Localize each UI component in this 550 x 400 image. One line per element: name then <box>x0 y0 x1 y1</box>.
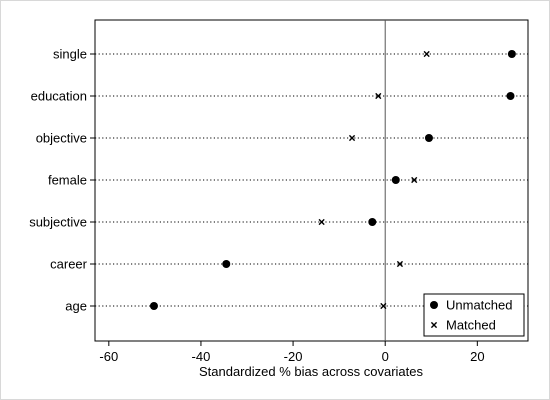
unmatched-point-objective <box>424 134 433 142</box>
matched-point-objective <box>348 134 356 142</box>
legend-marker-matched <box>430 321 438 329</box>
legend-label-unmatched: Unmatched <box>446 298 512 313</box>
unmatched-point-career <box>222 260 231 268</box>
legend-box <box>423 293 525 337</box>
category-label-education: education <box>31 89 87 104</box>
matched-point-subjective <box>318 218 325 226</box>
matched-point-age <box>380 302 387 310</box>
unmatched-point-education <box>506 92 515 100</box>
unmatched-point-female <box>391 176 400 184</box>
unmatched-point-single <box>507 50 516 58</box>
legend: Unmatched Matched <box>423 293 525 337</box>
x-axis-ticks: -60 -40 -20 0 20 <box>99 341 485 364</box>
category-label-career: career <box>50 257 88 272</box>
unmatched-point-age <box>149 302 158 310</box>
matched-point-education <box>375 92 382 100</box>
category-label-subjective: subjective <box>29 215 87 230</box>
guide-lines <box>95 53 528 307</box>
x-axis-label: Standardized % bias across covariates <box>199 364 424 379</box>
matched-point-female <box>411 176 418 184</box>
category-label-single: single <box>53 47 87 62</box>
matched-point-single <box>423 50 430 58</box>
legend-label-matched: Matched <box>446 318 496 333</box>
category-label-objective: objective <box>36 131 87 146</box>
x-tick-label-0: 0 <box>382 349 389 364</box>
legend-marker-unmatched <box>430 301 438 309</box>
x-tick-label-20: 20 <box>470 349 484 364</box>
x-tick-label--40: -40 <box>192 349 211 364</box>
unmatched-point-subjective <box>368 218 377 226</box>
x-tick-label--60: -60 <box>99 349 118 364</box>
category-labels: single education objective female subjective… <box>29 47 95 314</box>
data-marks <box>149 50 516 310</box>
category-label-age: age <box>65 299 87 314</box>
matched-point-career <box>396 260 404 268</box>
x-tick-label--20: -20 <box>284 349 303 364</box>
category-label-female: female <box>48 173 87 188</box>
